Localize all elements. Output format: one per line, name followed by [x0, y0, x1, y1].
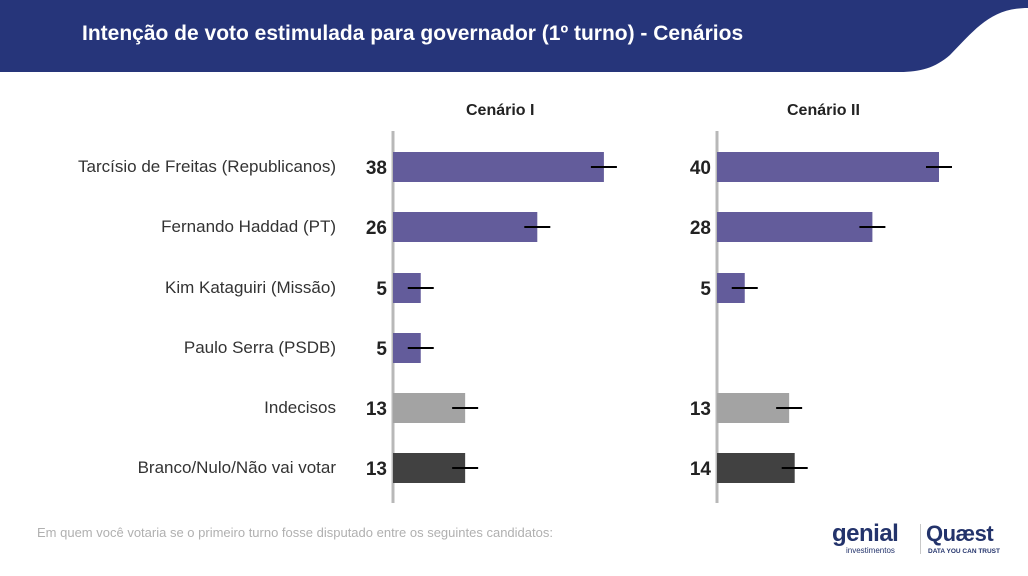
logos: genial investimentos Quæst DATA YOU CAN … — [832, 520, 1004, 560]
bar — [393, 152, 604, 182]
data-label: 40 — [690, 158, 711, 179]
category-label: Branco/Nulo/Não vai votar — [137, 458, 336, 477]
data-label: 28 — [690, 218, 711, 239]
bar — [393, 212, 538, 242]
genial-logo: genial — [832, 520, 899, 547]
data-label: 5 — [376, 339, 387, 360]
bar — [717, 212, 873, 242]
category-label: Indecisos — [264, 398, 336, 417]
footnote: Em quem você votaria se o primeiro turno… — [37, 525, 553, 540]
data-label: 13 — [366, 459, 387, 480]
category-label: Kim Kataguiri (Missão) — [165, 278, 336, 297]
header-bar: Intenção de voto estimulada para governa… — [0, 0, 1028, 72]
bar — [717, 152, 939, 182]
data-label: 13 — [690, 399, 711, 420]
header-background — [0, 0, 1028, 72]
quaest-logo-subtitle: DATA YOU CAN TRUST — [928, 548, 1000, 555]
data-label: 13 — [366, 399, 387, 420]
data-label: 26 — [366, 218, 387, 239]
data-label: 5 — [700, 279, 711, 300]
panel-title-cenario-2: Cenário II — [787, 102, 860, 119]
logo-separator — [920, 524, 921, 554]
data-label: 38 — [366, 158, 387, 179]
quaest-logo: Quæst — [926, 521, 994, 546]
panel-title-cenario-1: Cenário I — [466, 102, 535, 119]
category-label: Tarcísio de Freitas (Republicanos) — [78, 157, 336, 176]
data-label: 14 — [690, 459, 712, 480]
data-label: 5 — [376, 279, 387, 300]
page-title: Intenção de voto estimulada para governa… — [82, 22, 744, 45]
genial-logo-subtitle: investimentos — [846, 546, 895, 555]
category-label: Paulo Serra (PSDB) — [183, 338, 336, 357]
category-label: Fernando Haddad (PT) — [161, 217, 336, 236]
